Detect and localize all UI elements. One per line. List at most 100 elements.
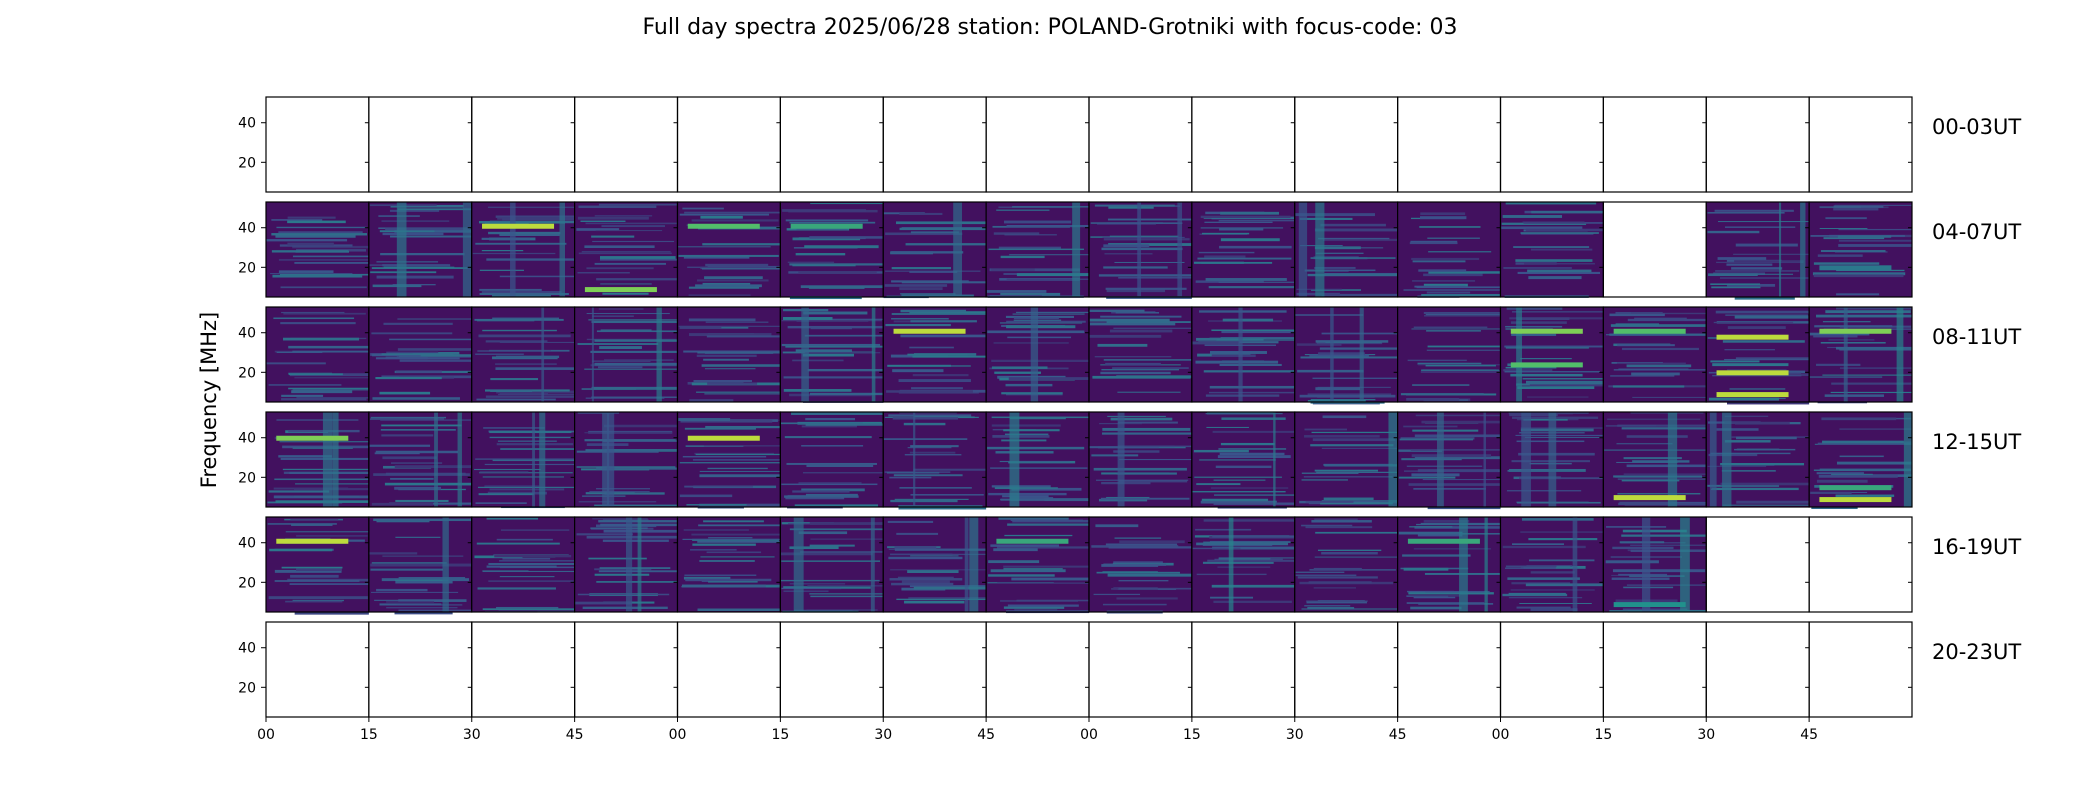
noise-line	[369, 444, 431, 447]
noise-line	[806, 609, 878, 611]
noise-line	[1003, 606, 1065, 609]
noise-line	[1428, 271, 1501, 274]
noise-line	[794, 504, 879, 507]
noise-line	[1711, 487, 1799, 491]
noise-line	[373, 518, 472, 522]
noise-line	[1710, 452, 1791, 455]
noise-line	[1105, 287, 1187, 290]
noise-line	[1005, 315, 1074, 318]
noise-line	[1103, 244, 1150, 248]
spectrum-panel	[1705, 201, 1810, 300]
noise-line	[497, 440, 557, 442]
noise-line	[371, 591, 459, 593]
noise-line	[292, 245, 369, 249]
spectrum-panel	[985, 201, 1090, 298]
noise-line	[898, 506, 987, 510]
noise-line	[784, 495, 859, 498]
spectrum-panel	[1397, 516, 1502, 613]
noise-line	[801, 445, 864, 447]
noise-line	[1424, 315, 1501, 317]
noise-line	[1206, 426, 1249, 428]
noise-line	[1007, 604, 1079, 607]
noise-line	[267, 523, 337, 525]
signal-band	[1819, 497, 1892, 503]
noise-line	[1095, 524, 1139, 528]
noise-line	[705, 321, 769, 323]
vertical-burst	[1177, 202, 1183, 297]
noise-line	[1606, 526, 1667, 528]
noise-line	[488, 231, 561, 235]
noise-line	[1411, 454, 1492, 458]
noise-line	[1310, 401, 1385, 404]
panel-frame	[265, 96, 370, 193]
noise-line	[1303, 476, 1393, 478]
spectrum-panel	[368, 411, 473, 508]
noise-line	[296, 568, 342, 571]
vertical-burst	[1680, 517, 1690, 612]
vertical-burst	[1521, 412, 1531, 507]
noise-line	[1510, 373, 1583, 377]
noise-line	[805, 423, 884, 426]
noise-line	[370, 568, 444, 571]
noise-line	[1413, 326, 1488, 329]
noise-line	[1307, 273, 1398, 277]
panel-frame	[1397, 96, 1502, 193]
noise-line	[898, 379, 971, 383]
noise-line	[998, 517, 1069, 520]
noise-line	[1610, 375, 1675, 377]
noise-line	[1838, 244, 1912, 247]
noise-line	[1102, 427, 1191, 431]
noise-line	[1716, 261, 1804, 264]
noise-line	[398, 354, 472, 357]
noise-line	[910, 231, 959, 234]
noise-line	[1617, 478, 1707, 480]
noise-line	[1203, 541, 1291, 543]
noise-line	[1527, 269, 1592, 273]
noise-line	[804, 245, 879, 249]
noise-line	[1218, 448, 1287, 450]
noise-line	[1714, 209, 1794, 212]
spectrum-panel	[1088, 411, 1193, 508]
noise-line	[1313, 567, 1362, 571]
noise-line	[1006, 320, 1086, 323]
spectrum-panel	[1705, 411, 1810, 508]
noise-line	[899, 212, 943, 215]
noise-line	[392, 284, 436, 286]
noise-line	[386, 601, 435, 603]
noise-line	[1423, 273, 1483, 277]
noise-line	[482, 476, 564, 478]
noise-line	[1311, 431, 1398, 434]
noise-line	[1508, 592, 1566, 595]
noise-line	[489, 436, 572, 439]
spectrum-panel	[1499, 306, 1604, 403]
vertical-burst	[1030, 307, 1039, 402]
noise-line	[1103, 266, 1168, 269]
noise-line	[271, 219, 323, 221]
noise-line	[1106, 222, 1183, 225]
x-tick-label: 45	[1389, 727, 1407, 743]
noise-line	[486, 565, 557, 568]
spectrum-panel	[265, 516, 370, 615]
noise-line	[1631, 372, 1680, 376]
panel-frame	[1294, 621, 1399, 718]
spectrum-panel	[1088, 516, 1193, 614]
row-label: 04-07UT	[1932, 220, 2021, 244]
noise-line	[380, 429, 456, 431]
noise-line	[1710, 360, 1760, 363]
noise-line	[376, 520, 430, 523]
x-tick-label: 00	[1080, 727, 1098, 743]
noise-line	[1192, 341, 1240, 345]
spectrum-panel	[882, 516, 987, 613]
spectra-row-00-03UT: 20 40 00-03UT	[238, 96, 2021, 193]
noise-line	[1423, 311, 1501, 314]
noise-line	[1627, 609, 1707, 613]
noise-line	[1112, 367, 1189, 369]
noise-line	[798, 482, 862, 484]
noise-line	[1400, 393, 1484, 396]
noise-line	[783, 389, 852, 392]
noise-line	[1820, 250, 1886, 253]
noise-line	[1009, 497, 1054, 499]
noise-line	[376, 275, 454, 279]
noise-line	[1521, 518, 1594, 521]
vertical-burst	[1273, 412, 1276, 507]
